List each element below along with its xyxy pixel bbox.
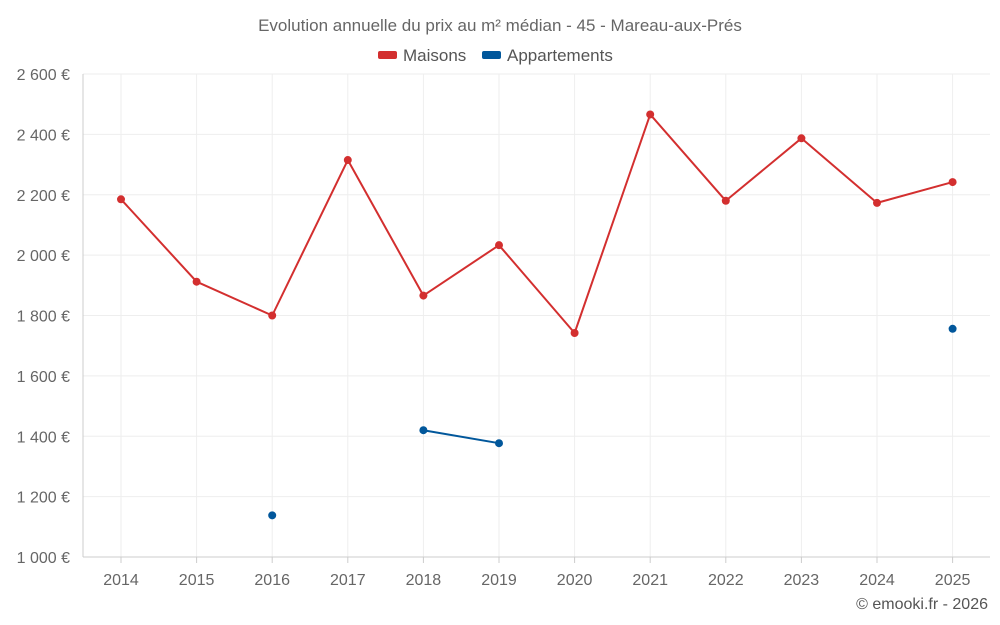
axes: 1 000 € 1 200 € 1 400 € 1 600 € 1 800 € 2 000… <box>17 67 990 589</box>
x-tick-label: 2022 <box>708 572 744 589</box>
x-tick-label: 2025 <box>935 572 971 589</box>
data-point-maisons-2017[interactable] <box>343 156 352 165</box>
legend-swatch-maisons <box>378 51 397 59</box>
data-point-maisons-2015[interactable] <box>192 277 201 286</box>
data-point-appartements-2025[interactable] <box>948 324 957 333</box>
y-tick-label: 2 600 € <box>17 67 70 84</box>
data-point-maisons-2014[interactable] <box>117 195 125 204</box>
credit-text: © emooki.fr - 2026 <box>856 596 988 613</box>
y-tick-label: 1 000 € <box>17 550 70 567</box>
legend-item-appartements[interactable]: Appartements <box>482 46 613 65</box>
data-point-appartements-2018[interactable] <box>419 426 428 435</box>
chart-title: Evolution annuelle du prix au m² médian … <box>258 16 742 35</box>
x-tick-label: 2019 <box>481 572 517 589</box>
data-point-maisons-2016[interactable] <box>268 311 277 320</box>
legend[interactable]: Maisons Appartements <box>378 46 613 65</box>
data-point-maisons-2025[interactable] <box>948 178 957 187</box>
y-tick-label: 1 800 € <box>17 309 70 326</box>
series-appartements <box>268 324 957 520</box>
data-point-maisons-2020[interactable] <box>570 329 579 338</box>
data-point-maisons-2023[interactable] <box>797 134 806 143</box>
y-tick-label: 1 400 € <box>17 429 70 446</box>
series-line-appartements <box>423 429 500 445</box>
y-tick-label: 2 000 € <box>17 248 70 265</box>
data-point-appartements-2016[interactable] <box>268 511 277 520</box>
legend-label-maisons: Maisons <box>403 46 466 65</box>
gridlines <box>83 73 990 557</box>
data-point-maisons-2022[interactable] <box>721 196 730 205</box>
legend-item-maisons[interactable]: Maisons <box>378 46 466 65</box>
x-tick-label: 2020 <box>557 572 593 589</box>
data-point-maisons-2019[interactable] <box>495 241 503 250</box>
x-tick-label: 2014 <box>103 572 139 589</box>
x-tick-label: 2018 <box>406 572 442 589</box>
legend-label-appartements: Appartements <box>507 46 613 65</box>
series-maisons <box>117 110 957 338</box>
series-line-maisons <box>120 113 953 335</box>
series <box>117 110 957 520</box>
data-point-appartements-2019[interactable] <box>495 439 503 448</box>
x-tick-label: 2023 <box>784 572 820 589</box>
y-tick-label: 2 400 € <box>17 127 70 144</box>
x-tick-label: 2015 <box>179 572 215 589</box>
x-tick-label: 2016 <box>254 572 290 589</box>
data-point-maisons-2021[interactable] <box>646 110 655 119</box>
data-point-maisons-2018[interactable] <box>419 291 428 300</box>
y-tick-label: 2 200 € <box>17 188 70 205</box>
x-tick-label: 2017 <box>330 572 366 589</box>
legend-swatch-appartements <box>482 51 501 59</box>
data-point-maisons-2024[interactable] <box>873 198 881 207</box>
x-tick-label: 2021 <box>632 572 668 589</box>
x-tick-label: 2024 <box>859 572 895 589</box>
y-tick-label: 1 600 € <box>17 369 70 386</box>
y-tick-label: 1 200 € <box>17 490 70 507</box>
